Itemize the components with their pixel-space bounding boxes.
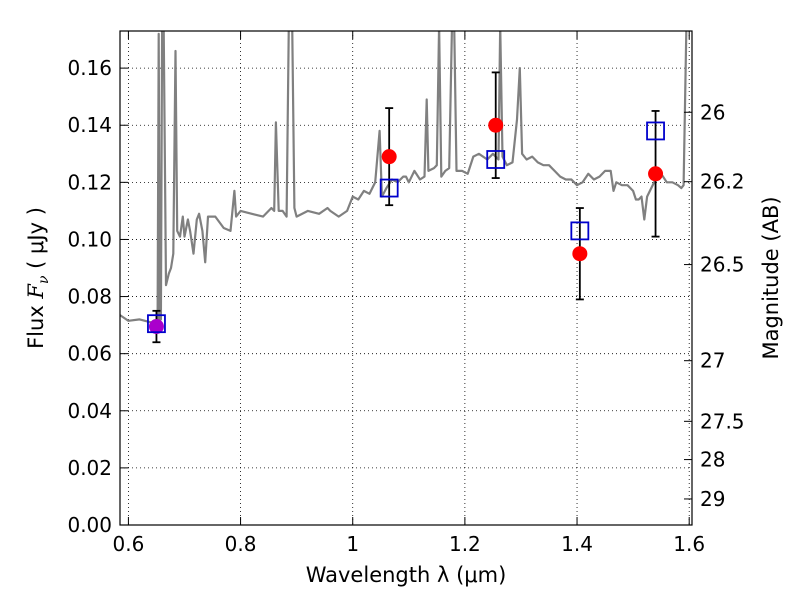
observed-point [572, 246, 588, 262]
right-tick-label: 27 [700, 349, 725, 373]
model-point [147, 314, 166, 334]
right-tick-label: 29 [700, 487, 725, 511]
model-point [570, 221, 590, 241]
y-tick-label: 0.08 [67, 285, 112, 309]
plot-frame [119, 30, 693, 526]
series-layer [120, 31, 688, 344]
observed-point [148, 319, 164, 335]
y-tick-label: 0.00 [67, 513, 112, 537]
y-tick-label: 0.14 [67, 113, 112, 137]
right-tick-label: 27.5 [700, 409, 745, 433]
y-tick-label: 0.12 [67, 170, 112, 194]
observed-point [488, 117, 504, 133]
right-tick-label: 26 [700, 100, 725, 124]
x-tick-label: 1 [346, 532, 359, 556]
y-axis-label-left: Flux Fν ( μJy ) [24, 207, 52, 349]
right-tick-label: 26.2 [700, 170, 745, 194]
x-tick-label: 0.6 [113, 532, 145, 556]
model-point [379, 178, 399, 198]
y-tick-label: 0.16 [67, 56, 112, 80]
grid-lines [120, 31, 692, 525]
y-tick-label: 0.02 [67, 456, 112, 480]
model-spectrum-line [120, 31, 688, 324]
x-tick-label: 1.2 [449, 532, 481, 556]
y-tick-label: 0.06 [67, 342, 112, 366]
axes-layer: 0.6 0.8 1 1.2 1.4 1.6 0.00 0.02 0.04 0.06 0.08 0.10… [67, 31, 745, 556]
x-axis-label: Wavelength λ (μm) [306, 563, 507, 587]
observed-point [381, 149, 397, 165]
model-point [486, 150, 506, 169]
observed-point [648, 166, 664, 182]
model-point [646, 121, 665, 141]
x-tick-label: 1.4 [561, 532, 593, 556]
x-tick-label: 1.6 [673, 532, 705, 556]
y-axis-label-right: Magnitude (AB) [759, 196, 783, 359]
right-tick-label: 28 [700, 448, 725, 472]
right-tick-label: 26.5 [700, 253, 745, 277]
y-tick-label: 0.04 [67, 399, 112, 423]
x-tick-label: 0.8 [225, 532, 257, 556]
y-tick-label: 0.10 [67, 227, 112, 251]
